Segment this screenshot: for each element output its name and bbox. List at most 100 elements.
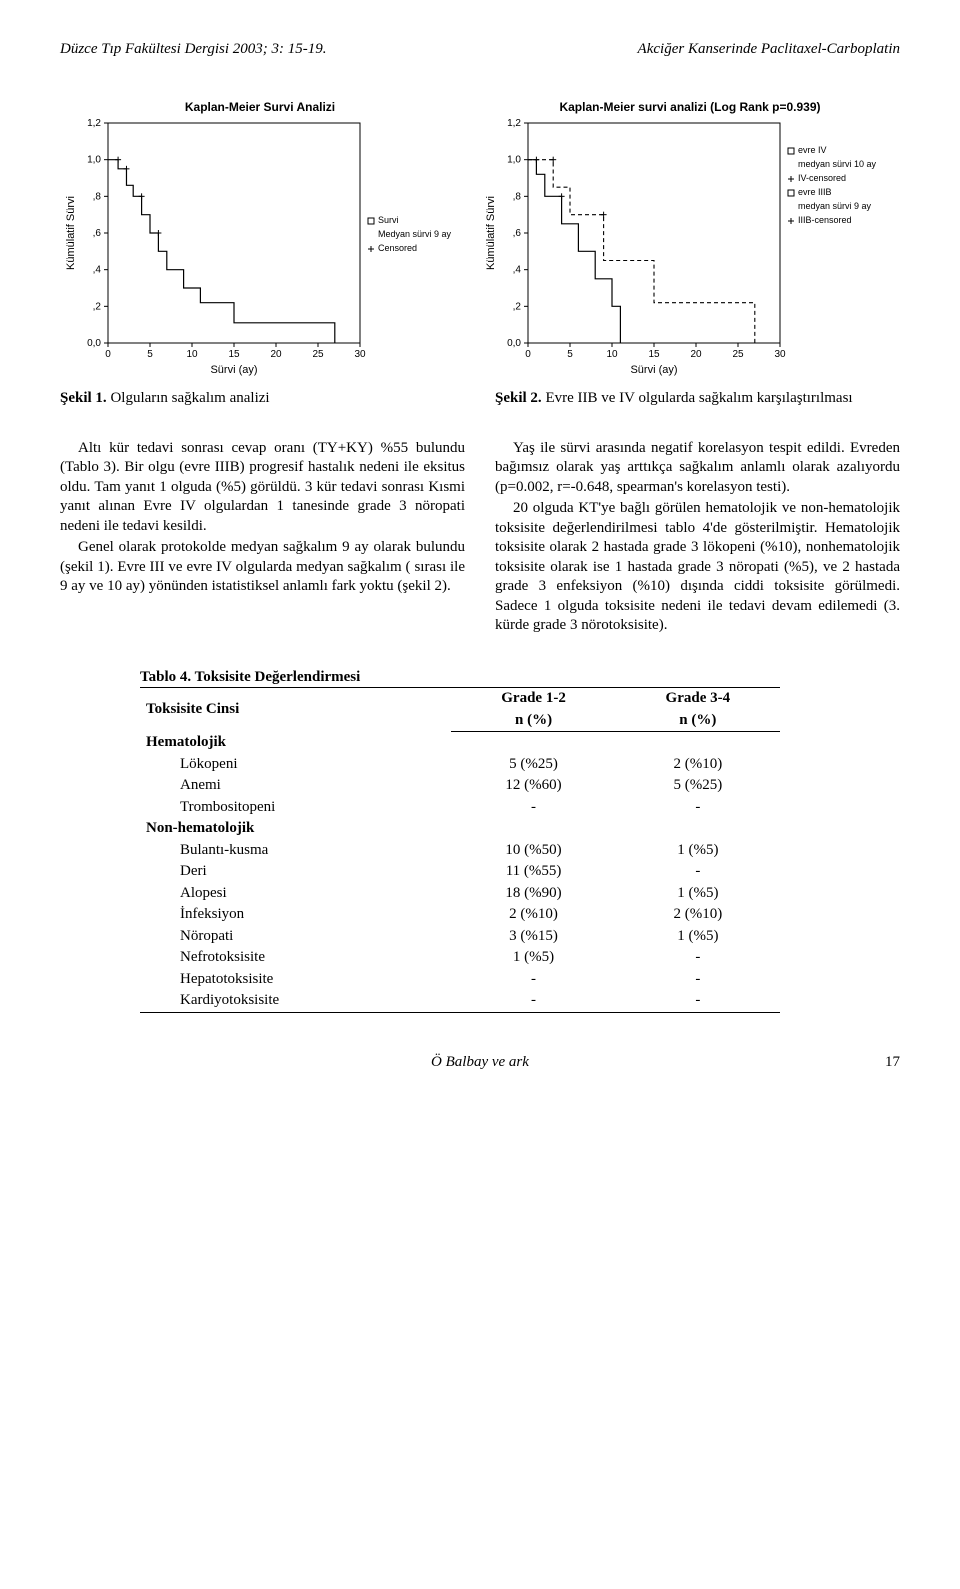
body-left: Altı kür tedavi sonrası cevap oranı (TY+…	[60, 439, 465, 638]
svg-text:,8: ,8	[93, 191, 102, 202]
svg-text:IV-censored: IV-censored	[798, 173, 846, 183]
table4: Toksisite Cinsi Grade 1-2 Grade 3-4 n (%…	[140, 687, 780, 1013]
para-l2: Genel olarak protokolde medyan sağkalım …	[60, 538, 465, 597]
svg-text:,8: ,8	[513, 191, 522, 202]
chart1-title: Kaplan-Meier Survi Analizi	[60, 100, 460, 116]
table-row-g34: -	[616, 990, 780, 1012]
table-row-g34: 1 (%5)	[616, 883, 780, 905]
svg-text:5: 5	[147, 349, 153, 360]
svg-text:30: 30	[774, 349, 786, 360]
table-row-g12: 10 (%50)	[451, 840, 615, 862]
table-row-g34: -	[616, 797, 780, 819]
table4-title-b: Tablo 4. Toksisite Değerlendirmesi	[140, 669, 360, 685]
svg-text:,6: ,6	[513, 228, 522, 239]
svg-text:,4: ,4	[93, 265, 102, 276]
table-row-g12: -	[451, 990, 615, 1012]
svg-text:20: 20	[690, 349, 702, 360]
svg-text:20: 20	[270, 349, 282, 360]
table-row-g12: 11 (%55)	[451, 861, 615, 883]
table-row-g34: 1 (%5)	[616, 926, 780, 948]
table-row-g34: 2 (%10)	[616, 754, 780, 776]
svg-text:,6: ,6	[93, 228, 102, 239]
svg-text:30: 30	[354, 349, 366, 360]
svg-text:0: 0	[525, 349, 531, 360]
svg-text:15: 15	[648, 349, 660, 360]
table-row-label: Anemi	[140, 775, 451, 797]
table-row-g12: 1 (%5)	[451, 947, 615, 969]
table-row-g12: -	[451, 969, 615, 991]
svg-text:Medyan sürvi 9 ay: Medyan sürvi 9 ay	[378, 229, 452, 239]
table4-title: Tablo 4. Toksisite Değerlendirmesi	[140, 668, 780, 688]
fig2-caption: Evre IIB ve IV olgularda sağkalım karşıl…	[545, 390, 852, 406]
table-row-g12: 12 (%60)	[451, 775, 615, 797]
table-row-label: Alopesi	[140, 883, 451, 905]
table-row-g12: 3 (%15)	[451, 926, 615, 948]
table-row-g12: 2 (%10)	[451, 904, 615, 926]
header-right: Akciğer Kanserinde Paclitaxel-Carboplati…	[638, 40, 900, 60]
svg-text:1,0: 1,0	[507, 155, 521, 166]
svg-text:10: 10	[186, 349, 198, 360]
header-left: Düzce Tıp Fakültesi Dergisi 2003; 3: 15-…	[60, 40, 327, 60]
table-row-g34: 5 (%25)	[616, 775, 780, 797]
table-row-label: Trombositopeni	[140, 797, 451, 819]
table-row-label: Bulantı-kusma	[140, 840, 451, 862]
svg-text:0,0: 0,0	[507, 338, 521, 349]
svg-text:Kümülatif Sürvi: Kümülatif Sürvi	[65, 196, 77, 270]
chart2-title: Kaplan-Meier survi analizi (Log Rank p=0…	[480, 100, 900, 116]
svg-text:medyan sürvi 10 ay: medyan sürvi 10 ay	[798, 159, 877, 169]
th-g34n: n (%)	[679, 712, 716, 728]
svg-text:10: 10	[606, 349, 618, 360]
svg-text:Kümülatif Sürvi: Kümülatif Sürvi	[485, 196, 497, 270]
page-header: Düzce Tıp Fakültesi Dergisi 2003; 3: 15-…	[60, 40, 900, 60]
fig1-caption-bold: Şekil 1.	[60, 390, 107, 406]
table-row-label: Lökopeni	[140, 754, 451, 776]
page-number: 17	[840, 1053, 900, 1073]
svg-text:IIIB-censored: IIIB-censored	[798, 215, 852, 225]
table-row-g34: 2 (%10)	[616, 904, 780, 926]
table-row-label: Nöropati	[140, 926, 451, 948]
table-row-g34: 1 (%5)	[616, 840, 780, 862]
th-kind: Toksisite Cinsi	[146, 701, 239, 717]
figure-captions: Şekil 1. Olguların sağkalım analizi Şeki…	[60, 389, 900, 409]
svg-text:,4: ,4	[513, 265, 522, 276]
th-g12: Grade 1-2	[501, 690, 566, 706]
svg-text:,2: ,2	[93, 301, 102, 312]
body-right: Yaş ile sürvi arasında negatif korelasyo…	[495, 439, 900, 638]
table-row-label: İnfeksiyon	[140, 904, 451, 926]
svg-text:1,2: 1,2	[507, 119, 521, 129]
svg-text:25: 25	[312, 349, 324, 360]
chart1: Kaplan-Meier Survi Analizi 0510152025300…	[60, 100, 460, 380]
svg-text:medyan sürvi 9 ay: medyan sürvi 9 ay	[798, 201, 872, 211]
para-r1: Yaş ile sürvi arasında negatif korelasyo…	[495, 439, 900, 498]
footer-center: Ö Balbay ve ark	[120, 1053, 840, 1073]
svg-text:Sürvi (ay): Sürvi (ay)	[210, 364, 257, 376]
table-row-g34: -	[616, 969, 780, 991]
svg-text:1,2: 1,2	[87, 119, 101, 129]
chart2: Kaplan-Meier survi analizi (Log Rank p=0…	[480, 100, 900, 380]
fig1-caption: Olguların sağkalım analizi	[110, 390, 269, 406]
svg-text:evre IV: evre IV	[798, 145, 827, 155]
svg-text:15: 15	[228, 349, 240, 360]
page-footer: Ö Balbay ve ark 17	[60, 1053, 900, 1073]
table-section: Non-hematolojik	[140, 818, 780, 840]
para-l1: Altı kür tedavi sonrası cevap oranı (TY+…	[60, 439, 465, 537]
th-g12n: n (%)	[515, 712, 552, 728]
svg-text:Censored: Censored	[378, 243, 417, 253]
table4-wrap: Tablo 4. Toksisite Değerlendirmesi Toksi…	[140, 668, 780, 1013]
svg-text:0,0: 0,0	[87, 338, 101, 349]
chart1-svg: 0 5 10 15 20 25 30 0,0 ,2 ,4 ,6 ,8 1,0 1,2 Kümülatif S…	[60, 119, 460, 379]
body-columns: Altı kür tedavi sonrası cevap oranı (TY+…	[60, 439, 900, 638]
table-row-g12: 18 (%90)	[451, 883, 615, 905]
table-row-label: Hepatotoksisite	[140, 969, 451, 991]
svg-text:5: 5	[567, 349, 573, 360]
th-g34: Grade 3-4	[666, 690, 731, 706]
table-row-g34: -	[616, 861, 780, 883]
fig2-caption-bold: Şekil 2.	[495, 390, 542, 406]
svg-text:1,0: 1,0	[87, 155, 101, 166]
svg-text:0: 0	[105, 349, 111, 360]
table-row-label: Deri	[140, 861, 451, 883]
table-row-g12: 5 (%25)	[451, 754, 615, 776]
table-row-label: Nefrotoksisite	[140, 947, 451, 969]
svg-text:Sürvi (ay): Sürvi (ay)	[630, 364, 677, 376]
table-row-g34: -	[616, 947, 780, 969]
